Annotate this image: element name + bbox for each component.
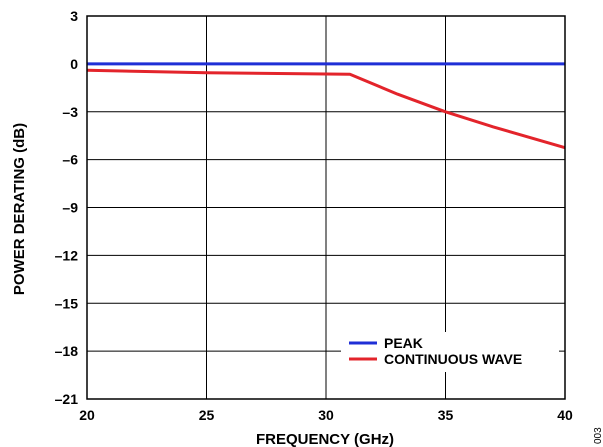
legend-label-continuous-wave: CONTINUOUS WAVE <box>384 351 522 367</box>
figure-id: 003 <box>593 427 603 444</box>
y-tick-label: –21 <box>55 391 79 407</box>
x-tick-label: 35 <box>438 407 454 423</box>
y-axis-title: POWER DERATING (dB) <box>11 123 28 295</box>
x-tick-label: 25 <box>199 407 215 423</box>
y-tick-label: –18 <box>55 343 79 359</box>
x-tick-label: 20 <box>79 407 95 423</box>
x-tick-label: 30 <box>318 407 334 423</box>
y-tick-label: –9 <box>62 200 78 216</box>
series-layer <box>86 62 566 150</box>
y-tick-label: 3 <box>70 8 78 24</box>
legend: PEAK CONTINUOUS WAVE <box>341 332 559 372</box>
series-line-continuous-wave <box>86 68 566 150</box>
x-tick-label: 40 <box>557 407 573 423</box>
y-tick-label: 0 <box>70 56 78 72</box>
y-tick-label: –15 <box>55 295 79 311</box>
y-tick-label: –12 <box>55 247 79 263</box>
plot-frame <box>86 15 566 400</box>
x-tick-labels: 20 25 30 35 40 <box>79 407 573 423</box>
legend-box <box>341 332 559 372</box>
y-tick-labels: 3 0 –3 –6 –9 –12 –15 –18 –21 <box>55 8 79 407</box>
y-tick-label: –3 <box>62 104 78 120</box>
y-tick-label: –6 <box>62 152 78 168</box>
legend-label-peak: PEAK <box>384 335 423 351</box>
x-axis-title: FREQUENCY (GHz) <box>256 431 394 447</box>
